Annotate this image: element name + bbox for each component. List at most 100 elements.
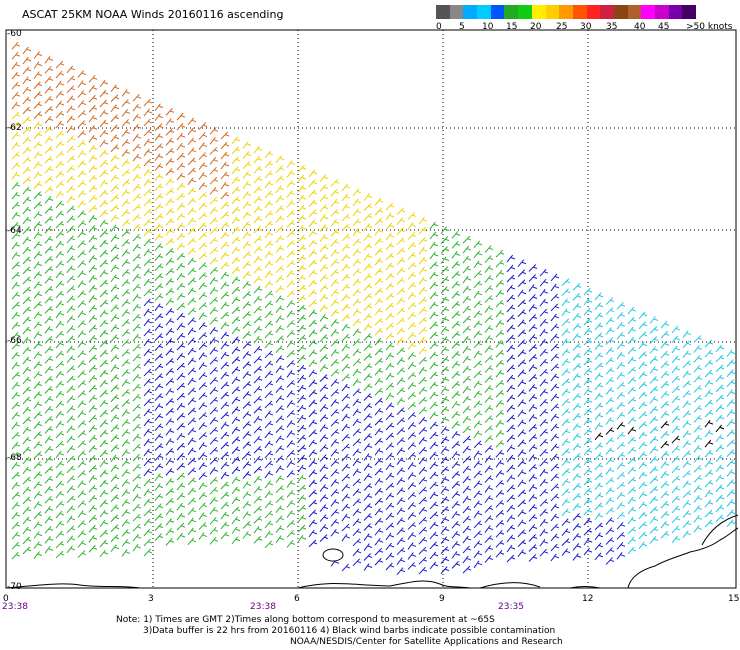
wind-barb — [418, 516, 428, 525]
wind-barb — [396, 237, 406, 246]
wind-barb — [693, 485, 703, 493]
time-label: 23:38 — [2, 602, 28, 612]
wind-barb — [187, 357, 197, 366]
wind-barb — [165, 348, 175, 356]
wind-barb — [11, 121, 21, 130]
wind-barb — [352, 278, 362, 287]
wind-barb — [572, 393, 582, 401]
wind-barb — [143, 258, 153, 267]
wind-barb — [88, 224, 98, 233]
wind-barb — [594, 502, 604, 511]
wind-barb — [253, 495, 263, 504]
wind-barb — [462, 485, 472, 494]
wind-barb — [187, 137, 197, 146]
wind-barb — [352, 558, 362, 567]
wind-barb — [66, 525, 76, 534]
wind-barb — [220, 241, 230, 250]
wind-barb — [132, 153, 142, 162]
wind-barb — [330, 289, 340, 297]
wind-barb — [264, 250, 274, 259]
wind-barb — [198, 182, 208, 190]
wind-barb — [561, 318, 571, 327]
wind-barb — [396, 427, 406, 436]
wind-barb — [22, 186, 32, 195]
wind-barb — [99, 499, 109, 508]
wind-barb — [638, 441, 648, 450]
wind-barb — [319, 174, 329, 182]
wind-barb — [341, 243, 351, 252]
wind-barb — [451, 391, 461, 399]
wind-barb — [33, 361, 43, 369]
wind-barb — [99, 289, 109, 298]
wind-barb — [605, 417, 615, 425]
wind-barb — [572, 383, 582, 391]
wind-barb — [605, 507, 615, 515]
wind-barb — [99, 169, 109, 178]
wind-barb — [44, 136, 54, 144]
wind-barb — [484, 285, 494, 293]
wind-barb — [495, 539, 505, 548]
wind-barb — [55, 330, 65, 339]
wind-barb — [253, 455, 263, 464]
wind-barb — [99, 239, 109, 248]
wind-barb — [88, 84, 98, 93]
wind-barb — [198, 212, 208, 220]
wind-barb — [176, 272, 186, 281]
wind-barb — [11, 471, 21, 480]
wind-barb — [165, 478, 175, 486]
wind-barb — [77, 460, 87, 468]
wind-barb — [165, 298, 175, 306]
wind-barb — [176, 482, 186, 491]
wind-barb — [374, 407, 384, 416]
wind-barb — [528, 354, 538, 362]
wind-barb — [385, 402, 395, 411]
wind-barb — [209, 436, 219, 445]
wind-barb — [385, 232, 395, 241]
wind-barb — [11, 81, 21, 90]
wind-barb — [121, 489, 131, 497]
wind-barb — [143, 318, 153, 327]
wind-barb — [341, 483, 351, 492]
wind-barb — [583, 377, 593, 386]
wind-barb — [33, 271, 43, 279]
wind-barb — [77, 150, 87, 158]
wind-barb — [165, 318, 175, 326]
wind-barb — [671, 505, 681, 514]
wind-barb — [385, 422, 395, 431]
wind-barb — [396, 437, 406, 446]
wind-barb — [385, 522, 395, 531]
wind-barb — [154, 303, 164, 311]
wind-barb — [319, 314, 329, 322]
wind-barb — [198, 282, 208, 290]
wind-barb — [385, 302, 395, 311]
wind-barb — [451, 371, 461, 379]
wind-barb — [429, 491, 439, 500]
wind-barb — [341, 303, 351, 312]
wind-barb — [121, 189, 131, 197]
wind-barb — [264, 280, 274, 289]
wind-barb — [132, 133, 142, 142]
wind-barb — [385, 502, 395, 511]
wind-barb — [407, 542, 417, 550]
wind-barb — [231, 406, 241, 415]
wind-barb — [341, 343, 351, 352]
wind-barb — [33, 191, 43, 199]
wind-barb — [286, 220, 296, 228]
wind-barb — [418, 266, 428, 275]
wind-barb — [99, 99, 109, 108]
wind-barb — [396, 557, 406, 566]
wind-barb — [198, 162, 208, 170]
wind-barb — [143, 508, 153, 517]
wind-barb — [44, 246, 54, 254]
wind-barb — [429, 241, 439, 250]
wind-barb — [176, 372, 186, 381]
wind-barb — [715, 444, 725, 453]
wind-barb — [682, 430, 692, 438]
wind-barb — [484, 395, 494, 403]
wind-barb — [132, 303, 142, 312]
wind-barb — [572, 333, 582, 341]
wind-barb — [286, 440, 296, 448]
wind-barb — [385, 292, 395, 301]
wind-barb — [462, 465, 472, 474]
wind-barb — [407, 532, 417, 540]
